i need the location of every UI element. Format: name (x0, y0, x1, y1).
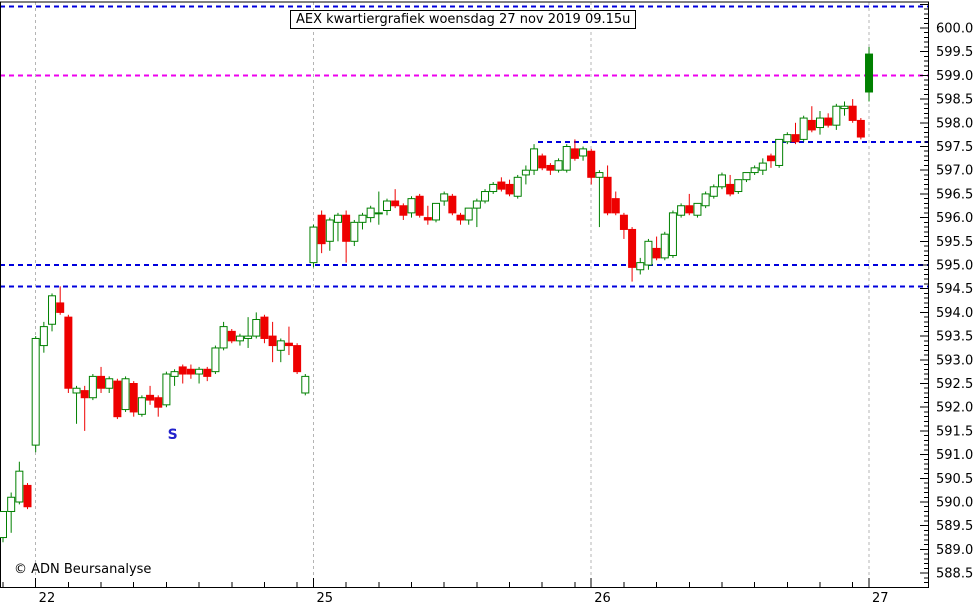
svg-text:598.5: 598.5 (936, 93, 973, 108)
chart-title: AEX kwartiergrafiek woensdag 27 nov 2019… (290, 10, 637, 29)
svg-text:22: 22 (39, 591, 56, 606)
svg-text:588.5: 588.5 (936, 567, 973, 582)
svg-text:592.5: 592.5 (936, 377, 973, 392)
svg-text:26: 26 (594, 591, 611, 606)
svg-text:597.0: 597.0 (936, 164, 973, 179)
copyright-notice: © ADN Beursanalyse (14, 562, 152, 577)
signal-marker: S (167, 426, 178, 443)
svg-text:592.0: 592.0 (936, 401, 973, 416)
svg-text:595.0: 595.0 (936, 259, 973, 274)
svg-text:596.0: 596.0 (936, 211, 973, 226)
svg-text:591.0: 591.0 (936, 448, 973, 463)
svg-text:593.0: 593.0 (936, 353, 973, 368)
svg-text:599.0: 599.0 (936, 69, 973, 84)
svg-text:596.5: 596.5 (936, 187, 973, 202)
svg-text:597.5: 597.5 (936, 140, 973, 155)
svg-text:594.5: 594.5 (936, 282, 973, 297)
svg-text:599.5: 599.5 (936, 45, 973, 60)
svg-text:600.0: 600.0 (936, 22, 973, 37)
svg-text:593.5: 593.5 (936, 330, 973, 345)
svg-text:598.0: 598.0 (936, 116, 973, 131)
svg-text:591.5: 591.5 (936, 424, 973, 439)
svg-text:594.0: 594.0 (936, 306, 973, 321)
svg-text:589.5: 589.5 (936, 519, 973, 534)
svg-text:589.0: 589.0 (936, 543, 973, 558)
svg-text:595.5: 595.5 (936, 235, 973, 250)
svg-text:25: 25 (316, 591, 333, 606)
svg-text:590.5: 590.5 (936, 472, 973, 487)
svg-text:27: 27 (872, 591, 889, 606)
svg-text:590.0: 590.0 (936, 496, 973, 511)
